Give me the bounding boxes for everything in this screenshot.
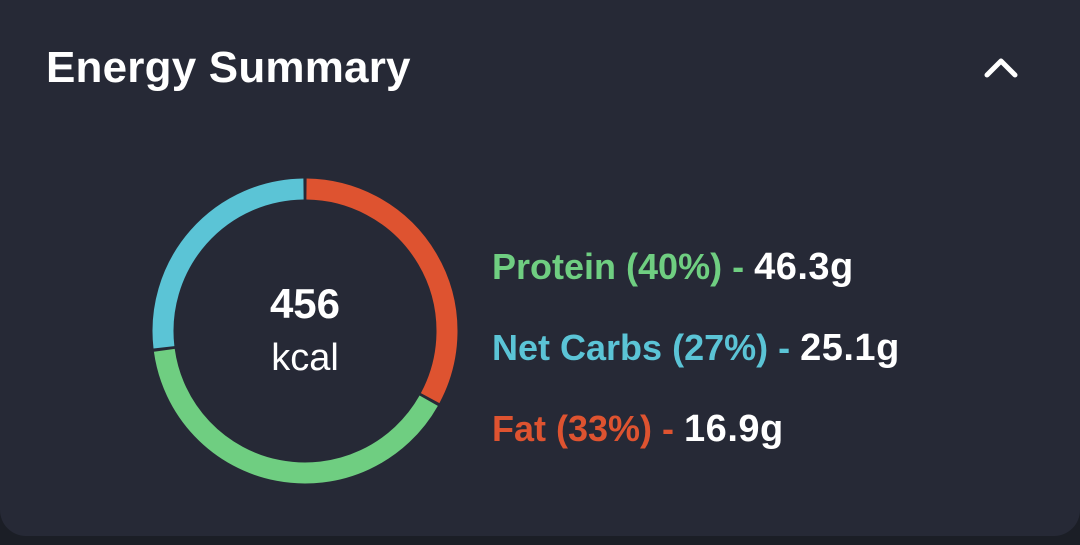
fat-name: Fat <box>492 407 546 449</box>
legend-row-net-carbs: Net Carbs (27%) -25.1g <box>492 307 1052 388</box>
legend-row-fat: Fat (33%) -16.9g <box>492 388 1052 469</box>
total-calories-value: 456 <box>269 280 341 327</box>
net-carbs-amount: 25.1g <box>800 326 900 369</box>
fat-amount: 16.9g <box>684 407 784 450</box>
donut-segment-fat <box>306 178 458 404</box>
donut-svg <box>152 178 458 484</box>
donut-segment-protein <box>153 348 438 484</box>
total-calories-unit: kcal <box>271 337 339 379</box>
protein-name: Protein <box>492 245 617 287</box>
net-carbs-separator: - <box>778 326 791 368</box>
protein-amount: 46.3g <box>754 245 854 288</box>
chevron-up-icon <box>984 58 1018 78</box>
macro-legend: Protein (40%) -46.3g Net Carbs (27%) -25.1… <box>492 226 1052 469</box>
card-title: Energy Summary <box>46 43 411 92</box>
macro-donut-chart: 456 kcal <box>150 176 460 486</box>
fat-percent: (33%) <box>556 407 653 449</box>
protein-percent: (40%) <box>626 245 723 287</box>
net-carbs-percent: (27%) <box>672 326 769 368</box>
collapse-button[interactable] <box>970 40 1032 94</box>
legend-row-protein: Protein (40%) -46.3g <box>492 226 1052 307</box>
protein-separator: - <box>732 245 745 287</box>
net-carbs-name: Net Carbs <box>492 326 663 368</box>
donut-segment-net-carbs <box>152 178 304 349</box>
fat-separator: - <box>662 407 675 449</box>
